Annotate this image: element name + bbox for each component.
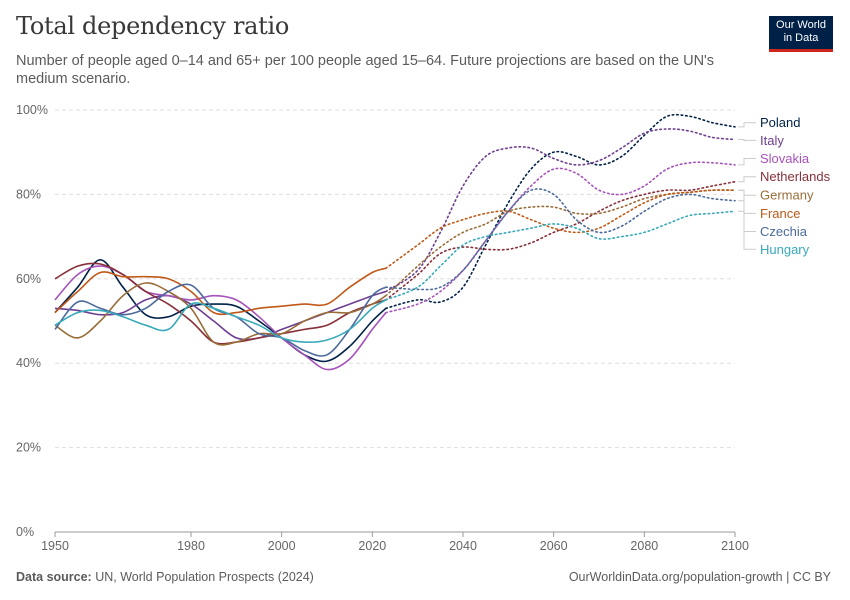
x-tick-label: 2020: [358, 539, 386, 553]
series-projection-hungary[interactable]: [385, 210, 736, 301]
series-projection-poland[interactable]: [385, 113, 736, 310]
legend-label-france[interactable]: France: [760, 206, 800, 221]
legend-connector-slovakia: [738, 158, 756, 166]
series-projection-slovakia[interactable]: [385, 161, 736, 314]
legend: Poland Italy Slovakia Netherlands Germany Fra…: [738, 115, 831, 257]
series-projection-czechia[interactable]: [385, 188, 736, 291]
x-tick-label: 1950: [41, 539, 69, 553]
chart-subtitle: Number of people aged 0–14 and 65+ per 1…: [16, 53, 715, 87]
data-source-label: Data source:: [16, 570, 92, 584]
x-tick-label: 2000: [268, 539, 296, 553]
legend-label-italy[interactable]: Italy: [760, 133, 784, 148]
series-line-poland[interactable]: [54, 258, 387, 363]
legend-connector-czechia: [738, 200, 756, 232]
legend-label-czechia[interactable]: Czechia: [760, 224, 808, 239]
series-line-slovakia[interactable]: [54, 265, 387, 371]
x-tick-label: 2060: [540, 539, 568, 553]
legend-label-netherlands[interactable]: Netherlands: [760, 169, 831, 184]
legend-connector-netherlands: [738, 176, 756, 183]
grid-lines: [55, 109, 735, 449]
x-tick-label: 2100: [721, 539, 749, 553]
series-projection-germany[interactable]: [385, 189, 736, 297]
legend-connector-poland: [738, 122, 756, 128]
x-tick-label: 1980: [177, 539, 205, 553]
chart-title: Total dependency ratio: [16, 12, 290, 40]
axes: 0% 20% 40% 60% 80% 100% 1950 1980 2000 2020 2040 20…: [16, 103, 749, 553]
y-tick-label: 80%: [16, 187, 41, 201]
legend-label-slovakia[interactable]: Slovakia: [760, 151, 810, 166]
series-projection-netherlands[interactable]: [385, 180, 736, 301]
series-projection-france[interactable]: [385, 189, 736, 270]
y-tick-label: 100%: [16, 103, 48, 117]
line-chart: 0% 20% 40% 60% 80% 100% 1950 1980 2000 2020 2040 20…: [16, 103, 831, 553]
series-projection-italy[interactable]: [385, 128, 736, 293]
series-lines: [54, 113, 736, 371]
legend-connector-france: [738, 189, 756, 214]
series-line-france[interactable]: [54, 267, 387, 316]
legend-label-germany[interactable]: Germany: [760, 188, 814, 203]
series-line-germany[interactable]: [54, 282, 387, 346]
legend-label-poland[interactable]: Poland: [760, 115, 800, 130]
y-tick-label: 60%: [16, 272, 41, 286]
data-source-text: UN, World Population Prospects (2024): [95, 570, 314, 584]
logo-line-1: Our World: [776, 19, 826, 31]
series-line-italy[interactable]: [54, 290, 387, 341]
legend-connector-germany: [738, 189, 756, 196]
x-tick-label: 2080: [630, 539, 658, 553]
legend-connector-italy: [738, 139, 756, 141]
x-tick-label: 2040: [449, 539, 477, 553]
y-tick-label: 0%: [16, 525, 34, 539]
series-line-netherlands[interactable]: [54, 262, 387, 345]
y-tick-label: 20%: [16, 441, 41, 455]
series-line-hungary[interactable]: [54, 299, 387, 344]
owid-logo[interactable]: Our World in Data: [769, 16, 833, 52]
logo-line-2: in Data: [783, 32, 819, 44]
source-url-link[interactable]: OurWorldinData.org/population-growth | C…: [568, 570, 831, 584]
legend-label-hungary[interactable]: Hungary: [760, 242, 810, 257]
legend-connector-hungary: [738, 210, 756, 250]
data-source: Data source: UN, World Population Prospe…: [16, 570, 314, 584]
y-tick-label: 40%: [16, 356, 41, 370]
